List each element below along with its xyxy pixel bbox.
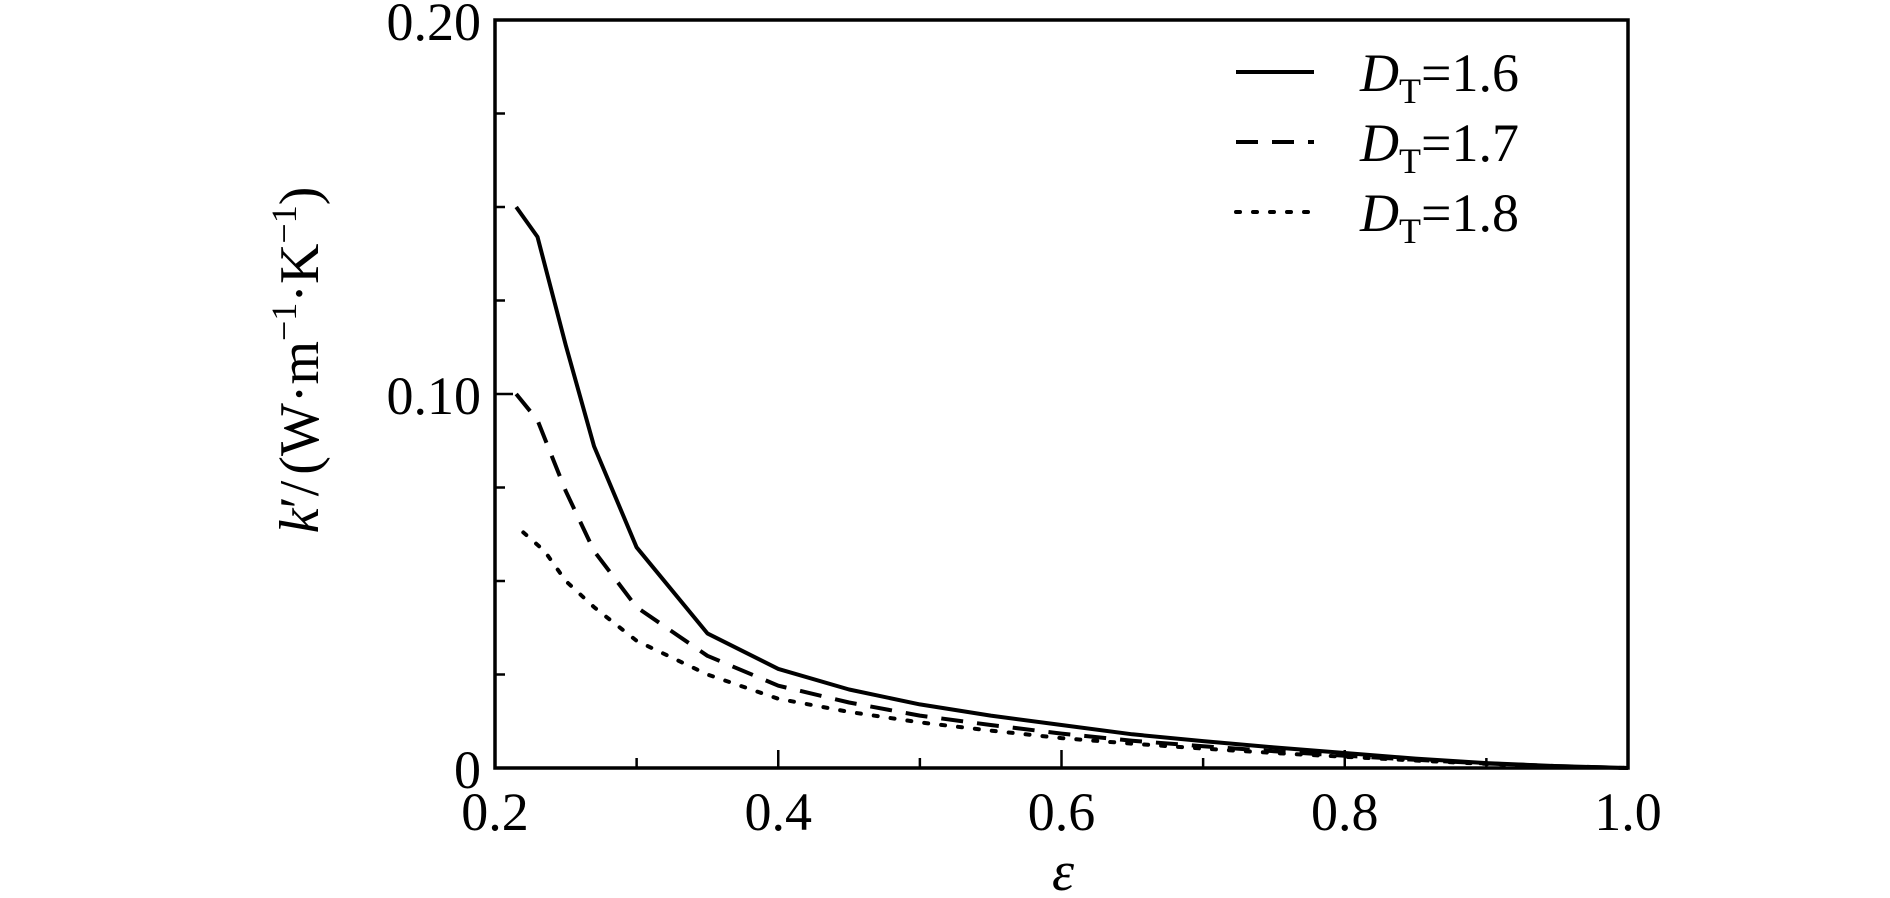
legend-subscript: T xyxy=(1399,141,1421,181)
legend-symbol: D xyxy=(1359,113,1399,173)
legend-label-2: DT=1.7 xyxy=(1359,113,1519,181)
x-tick-label: 1.0 xyxy=(1594,782,1662,842)
y-tick-label: 0.20 xyxy=(387,0,482,52)
y-axis-label-exp1: −1 xyxy=(264,303,304,341)
series-line-2 xyxy=(514,392,1629,770)
legend-subscript: T xyxy=(1399,211,1421,251)
y-tick-label: 0 xyxy=(454,740,481,800)
legend-subscript: T xyxy=(1399,71,1421,111)
legend-value: =1.7 xyxy=(1421,113,1519,173)
series-line-3 xyxy=(521,530,1630,770)
x-tick-label: 0.4 xyxy=(745,782,813,842)
y-axis-label-symbol: k xyxy=(269,507,331,533)
legend: DT=1.6DT=1.7DT=1.8 xyxy=(1234,43,1519,251)
legend-symbol: D xyxy=(1359,183,1399,243)
x-tick-label: 0.8 xyxy=(1311,782,1379,842)
x-axis-label: ε xyxy=(1052,841,1075,898)
y-axis-label-middle: ·K xyxy=(269,244,331,303)
legend-value: =1.8 xyxy=(1421,183,1519,243)
x-tick-label: 0.2 xyxy=(461,782,529,842)
series-lines xyxy=(514,205,1630,770)
x-tick-label: 0.6 xyxy=(1028,782,1096,842)
y-axis-label-unit: (W·m xyxy=(269,341,331,475)
y-axis-label-prime: ′ xyxy=(269,496,331,508)
legend-value: =1.6 xyxy=(1421,43,1519,103)
legend-symbol: D xyxy=(1359,43,1399,103)
legend-label-3: DT=1.8 xyxy=(1359,183,1519,251)
series-line-1 xyxy=(514,205,1629,770)
y-tick-label: 0.10 xyxy=(387,366,482,426)
y-axis-label-close: ) xyxy=(269,187,331,206)
y-axis-label-slash: / xyxy=(269,480,331,496)
y-axis-label: k′/(W·m−1·K−1) xyxy=(264,187,331,534)
y-axis-label-exp2: −1 xyxy=(264,205,304,243)
tick-labels: 0.2 0.4 0.6 0.8 1.0 0 0.10 0.20 xyxy=(387,0,1662,842)
legend-label-1: DT=1.6 xyxy=(1359,43,1519,111)
svg-text:k′/(W·m−1·K−1): k′/(W·m−1·K−1) xyxy=(264,187,331,534)
